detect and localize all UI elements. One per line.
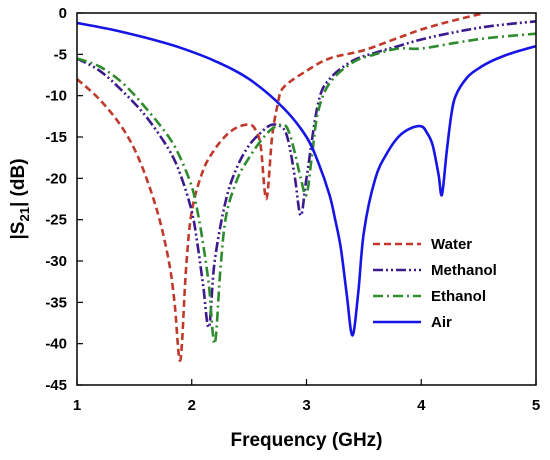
y-tick-label: -30 (45, 253, 67, 270)
y-tick-label: -40 (45, 336, 67, 353)
x-tick-label: 4 (417, 397, 426, 414)
series-line-water (77, 13, 485, 362)
x-tick-label: 2 (188, 397, 196, 414)
y-tick-label: -45 (45, 377, 67, 394)
series-line-ethanol (77, 32, 536, 346)
series-layer (77, 13, 536, 362)
x-tick-label: 3 (302, 397, 310, 414)
y-axis: 0 -5 -10 -15 -20 -25 -30 -35 -40 -45 (45, 5, 83, 394)
y-tick-label: -20 (45, 170, 67, 187)
x-tick-label: 1 (73, 397, 81, 414)
series-line-air (77, 21, 536, 337)
x-axis-title: Frequency (GHz) (230, 430, 382, 451)
y-tick-label: -35 (45, 294, 67, 311)
y-tick-label: -25 (45, 212, 67, 229)
y-tick-label: -10 (45, 88, 67, 105)
y-axis-title-sub: 21 (17, 207, 32, 221)
plot-area-frame (76, 12, 537, 386)
y-tick-label: 0 (59, 5, 67, 22)
legend-label-ethanol: Ethanol (431, 288, 486, 305)
legend: Water Methanol Ethanol Air (373, 236, 497, 331)
y-axis-title-pre: |S (8, 222, 29, 240)
x-tick-label: 5 (532, 397, 540, 414)
y-axis-title-post: | (dB) (8, 158, 29, 207)
x-axis: 1 2 3 4 5 (73, 379, 540, 414)
y-tick-label: -5 (54, 46, 67, 63)
series-line-methanol (77, 20, 536, 329)
legend-label-methanol: Methanol (431, 262, 497, 279)
y-axis-title: |S21| (dB) (8, 158, 32, 239)
legend-label-air: Air (431, 314, 452, 331)
y-tick-label: -15 (45, 129, 67, 146)
legend-label-water: Water (431, 236, 472, 253)
